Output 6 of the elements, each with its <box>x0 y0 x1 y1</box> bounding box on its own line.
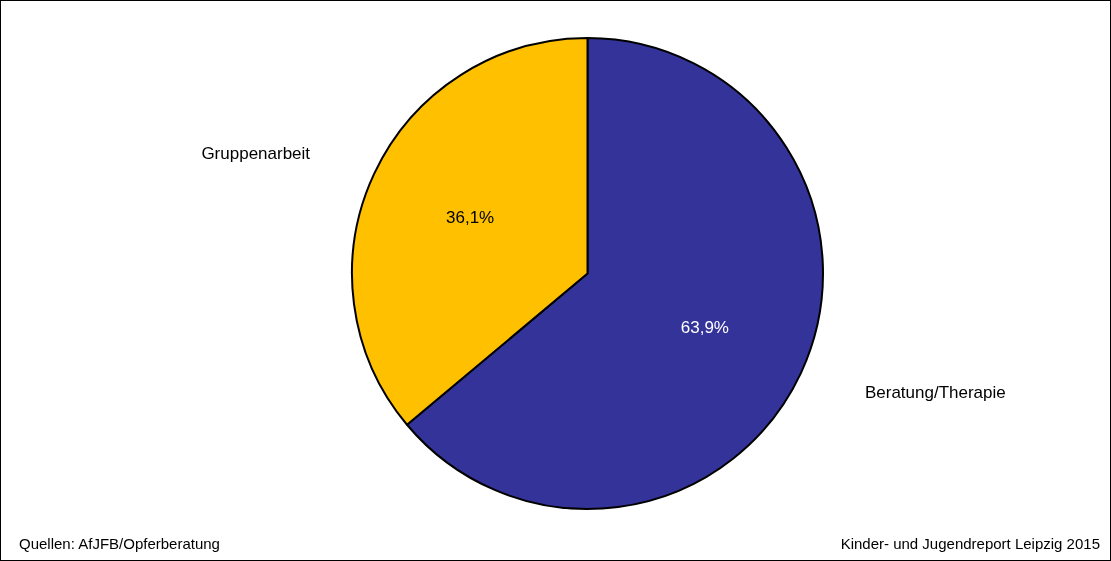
data-label: 36,1% <box>446 208 495 228</box>
source-note: Quellen: AfJFB/Opferberatung <box>19 535 220 552</box>
slice-label: Beratung/Therapie <box>864 382 1006 402</box>
text: Kinder- und Jugendreport Leipzig 2015 <box>840 535 1100 552</box>
data-label: 63,9% <box>680 317 729 337</box>
slice-label: Gruppenarbeit <box>201 143 311 163</box>
